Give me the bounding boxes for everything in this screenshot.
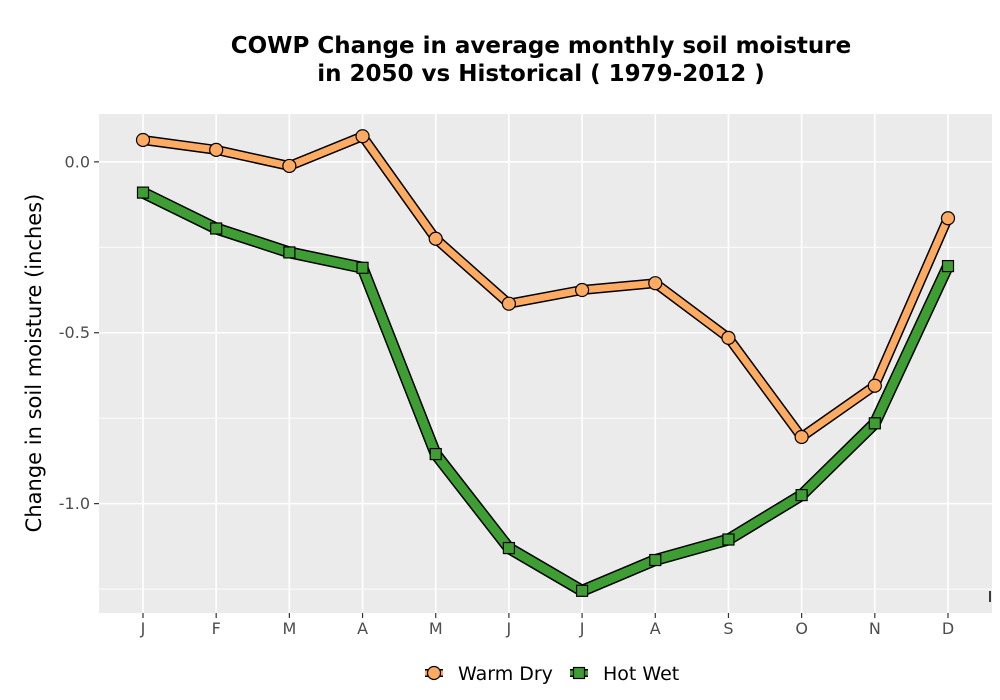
series-0-point [428, 231, 443, 246]
series-0-point [721, 330, 736, 345]
series-1-point [429, 447, 442, 461]
series-1-point [356, 261, 369, 274]
x-tick-label: A [650, 619, 661, 638]
series-0-point [574, 282, 590, 298]
x-tick-label: O [795, 619, 808, 638]
series-0-point [355, 129, 370, 144]
series-1-point [502, 541, 516, 555]
y-tick-label: -1.0 [59, 494, 90, 513]
series-1-point [795, 488, 808, 502]
series-1-point [575, 584, 589, 597]
series-0-line [139, 132, 952, 441]
series-layer [135, 129, 956, 597]
x-tick-label: J [506, 619, 512, 638]
x-tick-label: F [212, 619, 221, 638]
y-axis-label: Change in soil moisture (inches) [22, 194, 46, 533]
y-axis: 0.0 -0.5 -1.0 [59, 152, 99, 513]
legend-label: Hot Wet [603, 663, 679, 685]
chart-title-line1: COWP Change in average monthly soil mois… [231, 33, 852, 59]
major-gridlines [99, 114, 992, 613]
x-tick-label: D [942, 619, 954, 638]
y-tick-label: 0.0 [65, 152, 90, 171]
x-tick-label: A [357, 619, 368, 638]
chart-title-line2: in 2050 vs Historical ( 1979-2012 ) [317, 61, 764, 87]
plot-panel [99, 114, 992, 613]
legend: Warm Dry Hot Wet [425, 663, 679, 685]
series-0-point [282, 158, 297, 174]
series-1-point [649, 553, 662, 567]
series-1-point [941, 259, 955, 273]
series-0-point [209, 142, 224, 157]
series-0-point [135, 132, 151, 148]
series-1-line [138, 188, 953, 596]
minor-gridlines [99, 246, 992, 590]
x-tick-label: J [579, 619, 585, 638]
legend-label: Warm Dry [458, 663, 553, 685]
x-tick-label: J [140, 619, 146, 638]
series-0-point [648, 276, 663, 291]
series-1-point [722, 533, 735, 546]
x-tick-label: S [723, 619, 733, 638]
x-tick-label: M [282, 619, 296, 638]
series-1-point [868, 417, 881, 430]
series-0-point [940, 211, 956, 226]
legend-key-marker [572, 666, 586, 680]
series-1-point [283, 246, 296, 259]
x-tick-label: N [869, 619, 881, 638]
legend-key-marker [426, 665, 442, 681]
series-0-point [867, 378, 882, 393]
y-tick-label: -0.5 [59, 323, 90, 342]
series-0-point [794, 429, 809, 445]
series-1-point [210, 222, 223, 235]
x-tick-label: M [429, 619, 443, 638]
series-0-point [501, 296, 517, 311]
series-1-point [136, 186, 150, 199]
